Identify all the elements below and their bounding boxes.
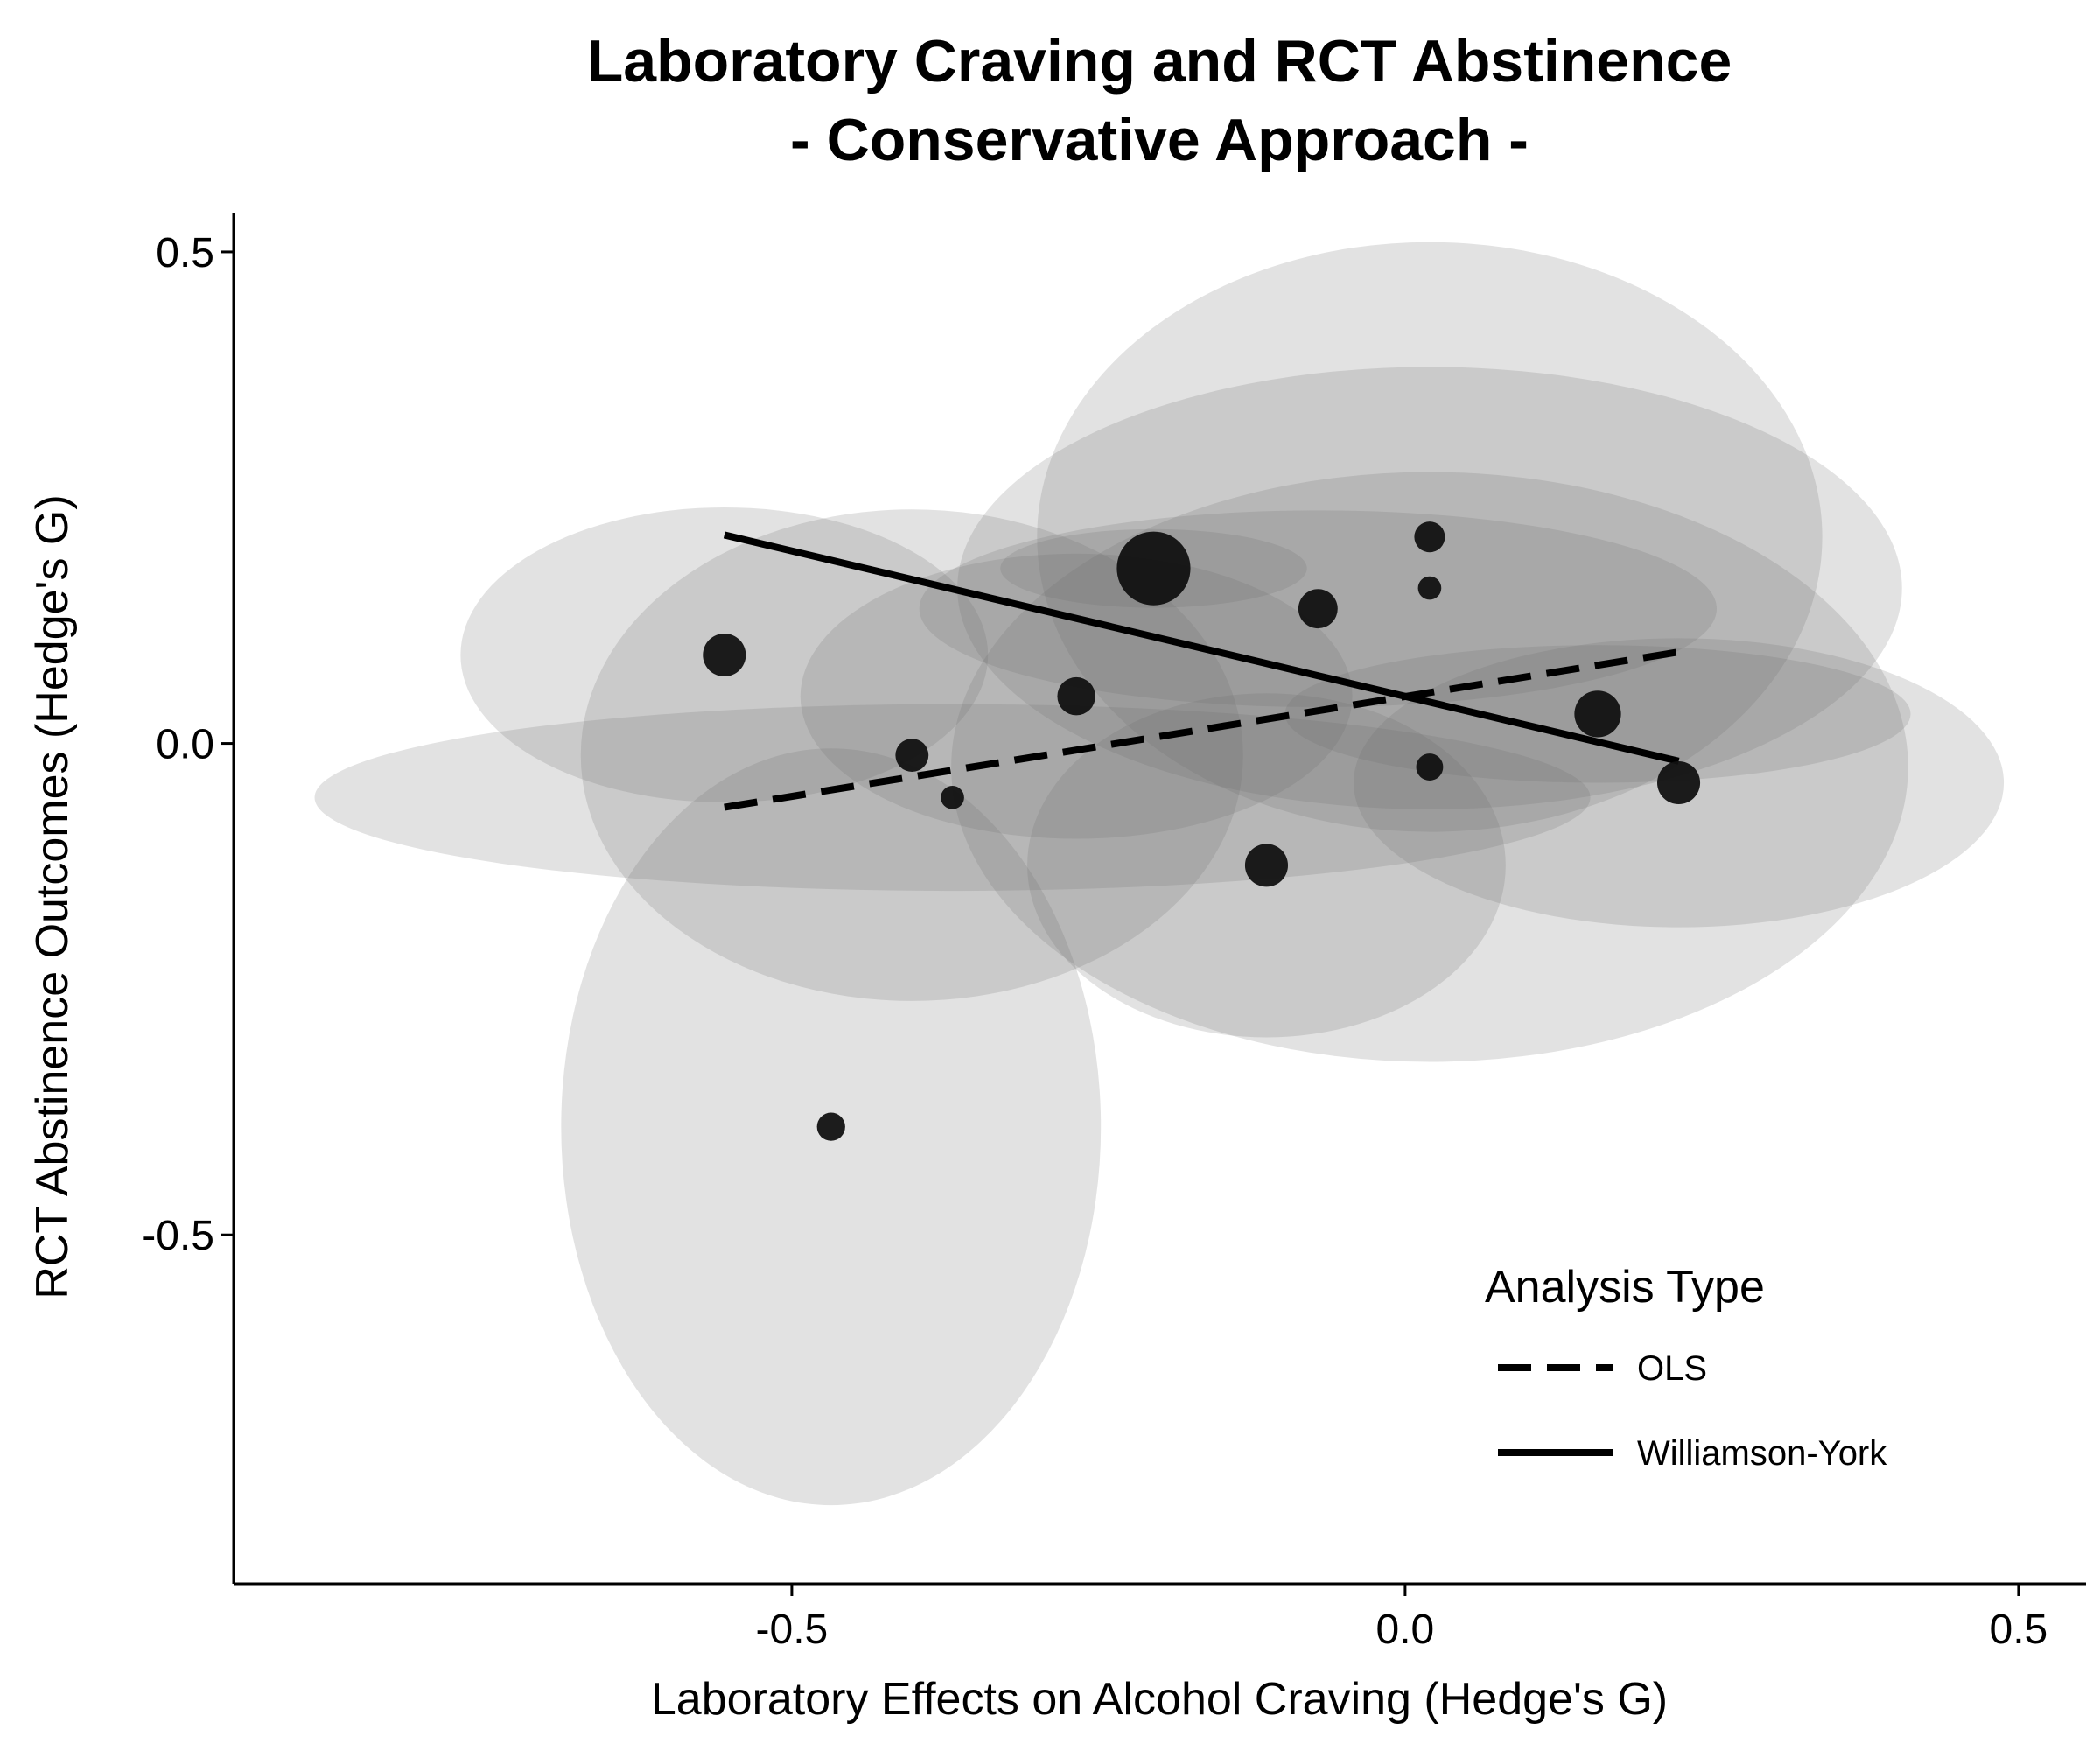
legend-label-williamson-york: Williamson-York xyxy=(1637,1434,1887,1473)
data-point-11 xyxy=(1416,753,1444,780)
x-tick-label: 0.5 xyxy=(1990,1606,2048,1653)
y-axis-title: RCT Abstinence Outcomes (Hedge's G) xyxy=(27,494,78,1298)
data-point-10 xyxy=(1418,576,1442,600)
chart-title-line1: Laboratory Craving and RCT Abstinence xyxy=(587,28,1732,94)
legend-title: Analysis Type xyxy=(1485,1262,1765,1312)
chart-title-line2: - Conservative Approach - xyxy=(790,107,1529,173)
data-point-1 xyxy=(703,633,746,677)
data-point-5 xyxy=(1057,676,1096,716)
data-point-13 xyxy=(1657,760,1701,805)
data-point-4 xyxy=(941,786,964,809)
x-axis-title: Laboratory Effects on Alcohol Craving (H… xyxy=(651,1674,1668,1725)
uncertainty-ellipses xyxy=(314,242,2005,1506)
y-ticks: -0.5 0.0 0.5 xyxy=(142,230,234,1259)
data-points xyxy=(703,522,1701,1141)
line-ols xyxy=(724,648,1680,811)
data-point-12 xyxy=(1574,690,1621,738)
y-tick-label: 0.0 xyxy=(156,722,214,768)
title-group: Laboratory Craving and RCT Abstinence - … xyxy=(587,28,1732,173)
legend-label-ols: OLS xyxy=(1637,1349,1707,1388)
x-tick-label: -0.5 xyxy=(756,1606,829,1653)
line-williamson-york xyxy=(723,531,1680,765)
data-point-9 xyxy=(1414,522,1446,553)
data-point-2 xyxy=(816,1112,845,1141)
data-point-3 xyxy=(895,738,929,772)
axes: -0.5 0.0 0.5 -0.5 0.0 0.5 xyxy=(142,213,2086,1653)
y-tick-label: 0.5 xyxy=(156,230,214,276)
data-point-6 xyxy=(1116,531,1191,606)
y-tick-label: -0.5 xyxy=(142,1213,214,1259)
data-point-8 xyxy=(1298,589,1338,629)
regression-lines xyxy=(723,531,1680,811)
legend: Analysis Type OLS Williamson-York xyxy=(1485,1262,1887,1473)
x-tick-label: 0.0 xyxy=(1376,1606,1435,1653)
x-ticks: -0.5 0.0 0.5 xyxy=(756,1584,2048,1653)
data-point-7 xyxy=(1244,844,1289,887)
